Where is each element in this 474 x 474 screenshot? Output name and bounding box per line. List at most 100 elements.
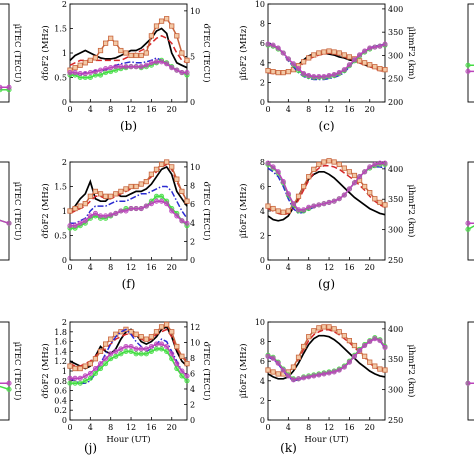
series-point-magenta — [306, 72, 312, 79]
series-point-magenta — [87, 70, 93, 76]
series-point-orange — [138, 334, 144, 340]
series-point-magenta — [316, 73, 322, 80]
series-point-orange — [169, 23, 175, 29]
series-point-green — [465, 226, 471, 232]
series-point-magenta — [77, 220, 83, 226]
series-point-magenta — [153, 198, 160, 204]
series-point-magenta — [326, 72, 332, 79]
series-point-magenta — [97, 361, 104, 367]
series-point-magenta — [128, 206, 134, 212]
series-point-orange — [377, 199, 383, 206]
series-point-magenta — [382, 344, 388, 351]
series-point-magenta — [362, 48, 368, 54]
series-point-magenta — [118, 64, 124, 70]
y2-tick-label: 5 — [190, 52, 195, 61]
y-tick-label: 0.6 — [54, 387, 67, 396]
series-point-orange — [174, 343, 180, 350]
panel-i: μ̂TEC (TECU) — [0, 321, 23, 421]
x-tick-label: 12 — [126, 105, 136, 114]
series-point-magenta — [321, 371, 327, 377]
y2-axis-label: μ̂hmF2 (km) — [406, 185, 417, 238]
series-point-magenta — [270, 355, 276, 361]
series-point-magenta — [103, 356, 109, 362]
series-line-green — [468, 64, 474, 67]
y2-tick-label: 10 — [190, 163, 200, 172]
series-point-magenta — [265, 160, 271, 166]
series-point-magenta — [103, 66, 109, 72]
series-point-orange — [316, 325, 322, 331]
y2-tick-label: 250 — [388, 75, 403, 84]
series-point-magenta — [357, 347, 363, 353]
series-point-magenta — [306, 204, 312, 210]
y2-tick-label: 0 — [190, 416, 195, 425]
series-point-magenta — [118, 346, 124, 352]
series-point-orange — [153, 166, 160, 172]
series-point-magenta — [265, 41, 271, 47]
panel-label: (c) — [318, 119, 334, 133]
series-point-orange — [362, 60, 368, 66]
series-point-green — [87, 375, 93, 381]
series-point-orange — [290, 364, 297, 370]
series-point-magenta — [153, 59, 160, 65]
y2-tick-label: 8 — [190, 354, 195, 363]
series-point-orange — [331, 159, 337, 165]
x-tick-label: 0 — [67, 105, 72, 114]
series-point-magenta — [336, 196, 342, 202]
series-point-orange — [265, 203, 271, 209]
series-point-green — [6, 386, 12, 392]
series-point-magenta — [351, 180, 358, 186]
series-point-orange — [164, 321, 170, 328]
y-tick-label: 0 — [260, 416, 265, 425]
series-point-magenta — [103, 213, 109, 219]
series-point-orange — [164, 16, 170, 22]
series-point-orange — [103, 193, 109, 199]
series-point-magenta — [265, 353, 271, 359]
y-tick-label: 2 — [62, 158, 67, 167]
y-tick-label: 4 — [260, 59, 265, 68]
series-point-orange — [128, 52, 134, 59]
series-point-orange — [270, 69, 276, 75]
x-tick-label: 0 — [265, 263, 270, 272]
series-point-magenta — [280, 179, 286, 185]
series-point-orange — [148, 334, 154, 340]
y2-axis-label: σ̂TEC (TECU) — [201, 341, 212, 400]
series-point-green — [138, 351, 144, 357]
series-point-orange — [341, 52, 347, 58]
series-point-magenta — [285, 191, 291, 197]
series-point-orange — [351, 342, 358, 349]
x-tick-label: 20 — [167, 263, 177, 272]
x-tick-label: 20 — [365, 263, 375, 272]
series-point-orange — [346, 169, 352, 175]
x-tick-label: 12 — [324, 263, 334, 272]
series-point-orange — [275, 70, 281, 76]
y-axis-label: μ̂TEC (TECU) — [12, 182, 23, 241]
y-tick-label: 1.4 — [54, 347, 67, 356]
series-point-magenta — [465, 380, 471, 386]
x-tick-label: 16 — [146, 263, 156, 272]
x-tick-label: 8 — [306, 263, 311, 272]
series-point-magenta — [174, 67, 180, 73]
series-point-orange — [341, 165, 347, 171]
series-point-orange — [92, 188, 99, 194]
series-point-orange — [336, 161, 342, 168]
series-point-magenta — [346, 186, 352, 192]
series-point-orange — [103, 341, 109, 347]
series-point-magenta — [0, 84, 3, 90]
series-point-orange — [377, 66, 383, 72]
series-point-orange — [184, 198, 190, 204]
series-point-orange — [103, 40, 109, 46]
series-point-magenta — [164, 343, 170, 350]
x-tick-label: 16 — [344, 263, 354, 272]
series-point-magenta — [159, 59, 165, 65]
x-axis-label: Hour (UT) — [106, 434, 150, 445]
series-point-magenta — [326, 370, 332, 376]
series-point-orange — [356, 58, 363, 64]
series-point-orange — [67, 208, 73, 214]
panel-e: μ̂TEC (TECU) — [0, 161, 23, 261]
series-point-magenta — [138, 206, 144, 212]
series-point-orange — [133, 331, 139, 337]
series-point-magenta — [341, 364, 347, 370]
series-point-orange — [280, 209, 286, 215]
